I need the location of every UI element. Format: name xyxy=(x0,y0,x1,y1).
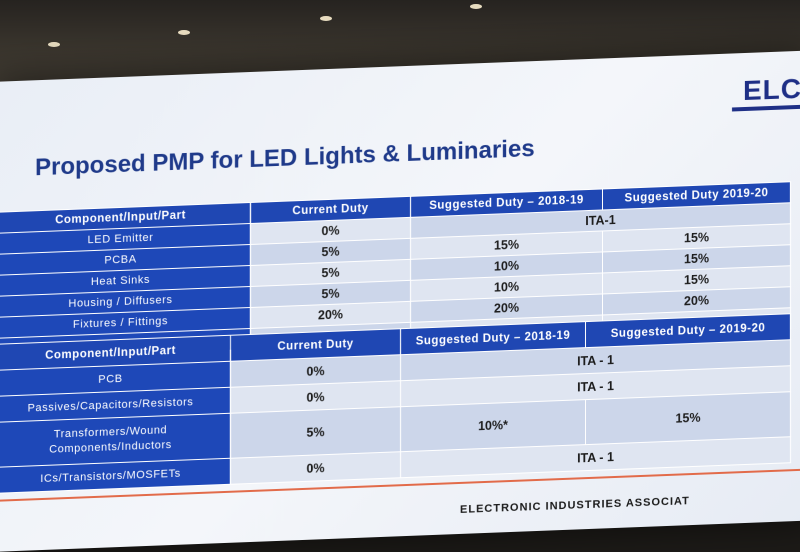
ceiling-light xyxy=(320,16,332,21)
organization-logo: ELC xyxy=(743,72,800,107)
ceiling-light xyxy=(178,30,190,35)
current-duty-cell: 5% xyxy=(230,406,401,459)
ceiling-light xyxy=(470,4,482,9)
ceiling-light xyxy=(48,42,60,47)
footer-organization-name: ELECTRONIC INDUSTRIES ASSOCIAT xyxy=(460,495,690,516)
slide: ELC Proposed PMP for LED Lights & Lumina… xyxy=(0,50,800,552)
slide-title: Proposed PMP for LED Lights & Luminaries xyxy=(35,135,535,182)
projection-screen: ELC Proposed PMP for LED Lights & Lumina… xyxy=(0,30,800,552)
current-duty-cell: 0% xyxy=(230,451,401,485)
electronics-duty-table: Component/Input/Part Current Duty Sugges… xyxy=(0,313,791,494)
duty-2018-19-cell: 10%* xyxy=(400,399,586,452)
duty-2019-20-cell: 15% xyxy=(585,391,791,445)
